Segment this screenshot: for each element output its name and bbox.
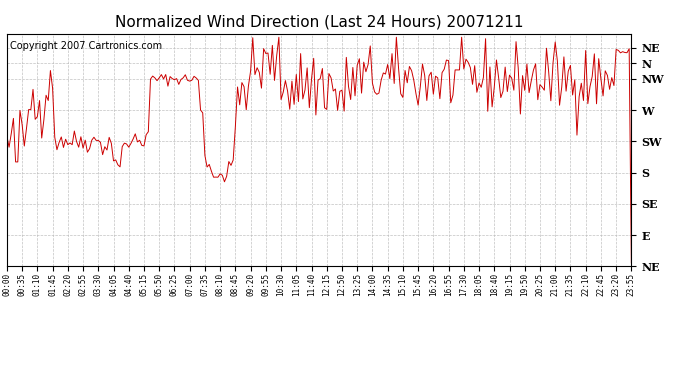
Title: Normalized Wind Direction (Last 24 Hours) 20071211: Normalized Wind Direction (Last 24 Hours… bbox=[115, 15, 524, 30]
Text: Copyright 2007 Cartronics.com: Copyright 2007 Cartronics.com bbox=[10, 41, 162, 51]
